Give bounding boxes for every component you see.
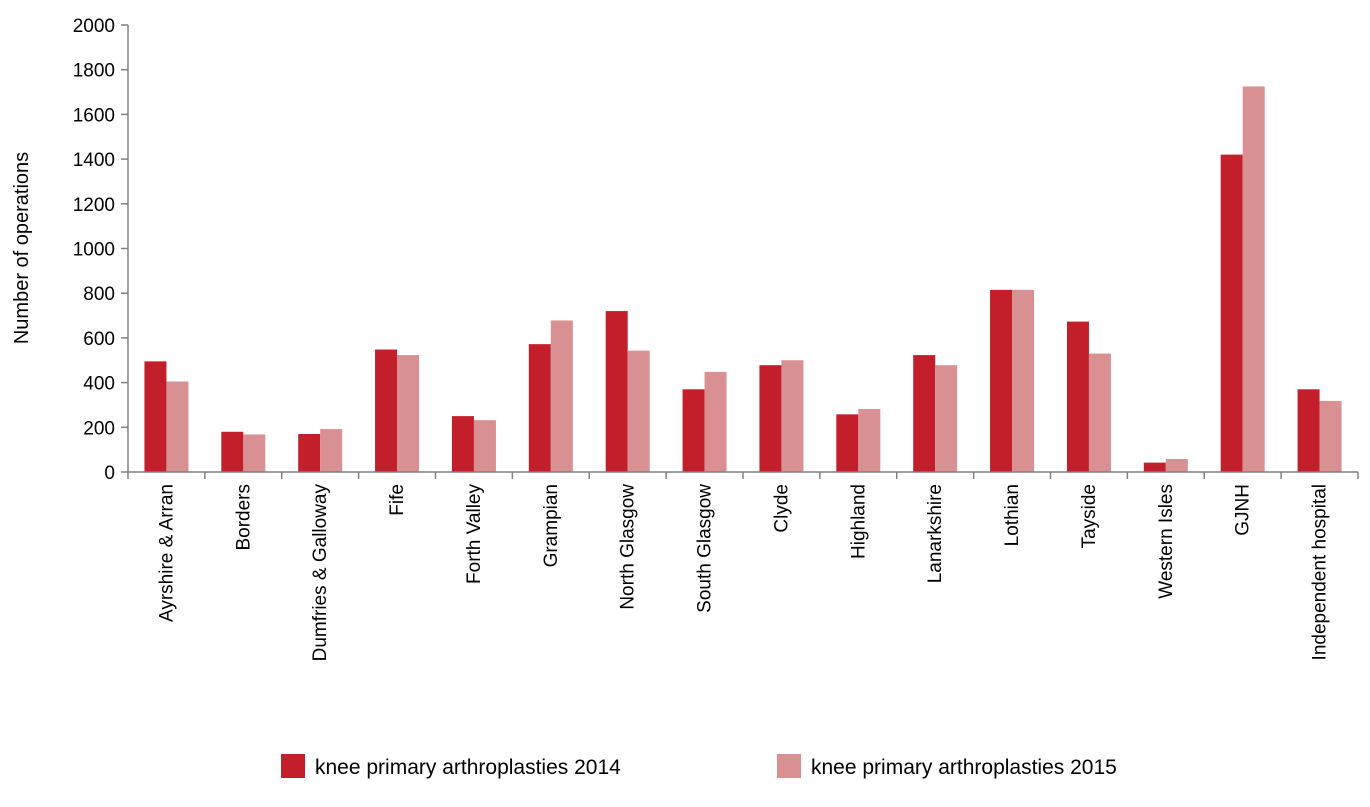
bar-2015 <box>1319 400 1342 472</box>
bars <box>144 86 1342 473</box>
bar-2014 <box>1066 321 1089 472</box>
bar-2014 <box>759 365 782 472</box>
bar-2014 <box>990 289 1013 472</box>
bar-2014 <box>913 355 936 472</box>
bar-2015 <box>704 371 727 472</box>
bar-2014 <box>605 311 628 472</box>
legend-label: knee primary arthroplasties 2015 <box>811 756 1117 779</box>
bar-2015 <box>858 408 881 472</box>
bar-2015 <box>243 434 266 472</box>
category-label: Grampian <box>541 484 562 567</box>
legend: knee primary arthroplasties 2014 knee pri… <box>281 754 1117 779</box>
category-label: Forth Valley <box>464 484 485 584</box>
y-axis-title: Number of operations <box>11 152 33 344</box>
bar-2015 <box>627 350 650 472</box>
bar-2015 <box>550 320 573 472</box>
legend-swatch <box>281 754 305 778</box>
bar-2015 <box>320 429 343 472</box>
category-labels: Ayrshire & Arran Borders Dumfries & Gallow… <box>156 484 1330 662</box>
category-label: South Glasgow <box>695 484 716 613</box>
category-label: Dumfries & Galloway <box>310 484 331 662</box>
y-tick-label: 1000 <box>73 240 115 261</box>
bar-2014 <box>1297 389 1320 472</box>
y-tick-label: 1600 <box>73 105 115 126</box>
y-tick-label: 1800 <box>73 61 115 82</box>
y-tick-label: 2000 <box>73 16 115 37</box>
bar-2014 <box>221 431 244 472</box>
bar-2015 <box>1088 353 1111 472</box>
category-label: GJNH <box>1233 484 1254 536</box>
y-tick-label: 800 <box>83 284 115 305</box>
legend-label: knee primary arthroplasties 2014 <box>315 756 621 779</box>
bar-2014 <box>144 361 167 472</box>
category-label: Borders <box>233 484 254 551</box>
legend-swatch <box>777 754 801 778</box>
category-label: Ayrshire & Arran <box>156 484 177 622</box>
bar-2014 <box>298 434 321 472</box>
x-axis-ticks <box>127 472 1359 479</box>
y-tick-label: 1200 <box>73 195 115 216</box>
y-tick-label: 600 <box>83 329 115 350</box>
category-label: Clyde <box>771 484 792 533</box>
bar-2015 <box>1242 86 1265 473</box>
category-label: Fife <box>387 484 408 516</box>
category-label: North Glasgow <box>618 484 639 610</box>
y-tick-label: 0 <box>104 463 115 484</box>
category-label: Western Isles <box>1156 484 1177 599</box>
bar-2015 <box>1165 459 1188 472</box>
bar-2014 <box>375 349 398 472</box>
bar-2015 <box>397 355 420 472</box>
bar-2015 <box>1012 289 1035 472</box>
category-label: Lothian <box>1002 484 1023 546</box>
category-label: Tayside <box>1079 484 1100 548</box>
y-axis-ticks: 0 200 400 600 800 1000 1200 1400 1600 1800 2000 <box>73 16 128 484</box>
bar-2014 <box>682 389 705 472</box>
y-tick-label: 200 <box>83 418 115 439</box>
bar-2015 <box>935 365 958 472</box>
bar-2014 <box>451 416 474 472</box>
category-label: Lanarkshire <box>925 484 946 583</box>
y-tick-label: 400 <box>83 374 115 395</box>
bar-2015 <box>473 420 496 472</box>
bar-2014 <box>528 344 551 472</box>
category-label: Highland <box>848 484 869 559</box>
bar-2015 <box>781 360 804 472</box>
y-tick-label: 1400 <box>73 150 115 171</box>
bar-2014 <box>1143 462 1166 472</box>
bar-2014 <box>836 414 859 472</box>
bar-2014 <box>1220 154 1243 472</box>
category-label: Independent hospital <box>1310 484 1331 660</box>
bar-2015 <box>166 381 189 472</box>
